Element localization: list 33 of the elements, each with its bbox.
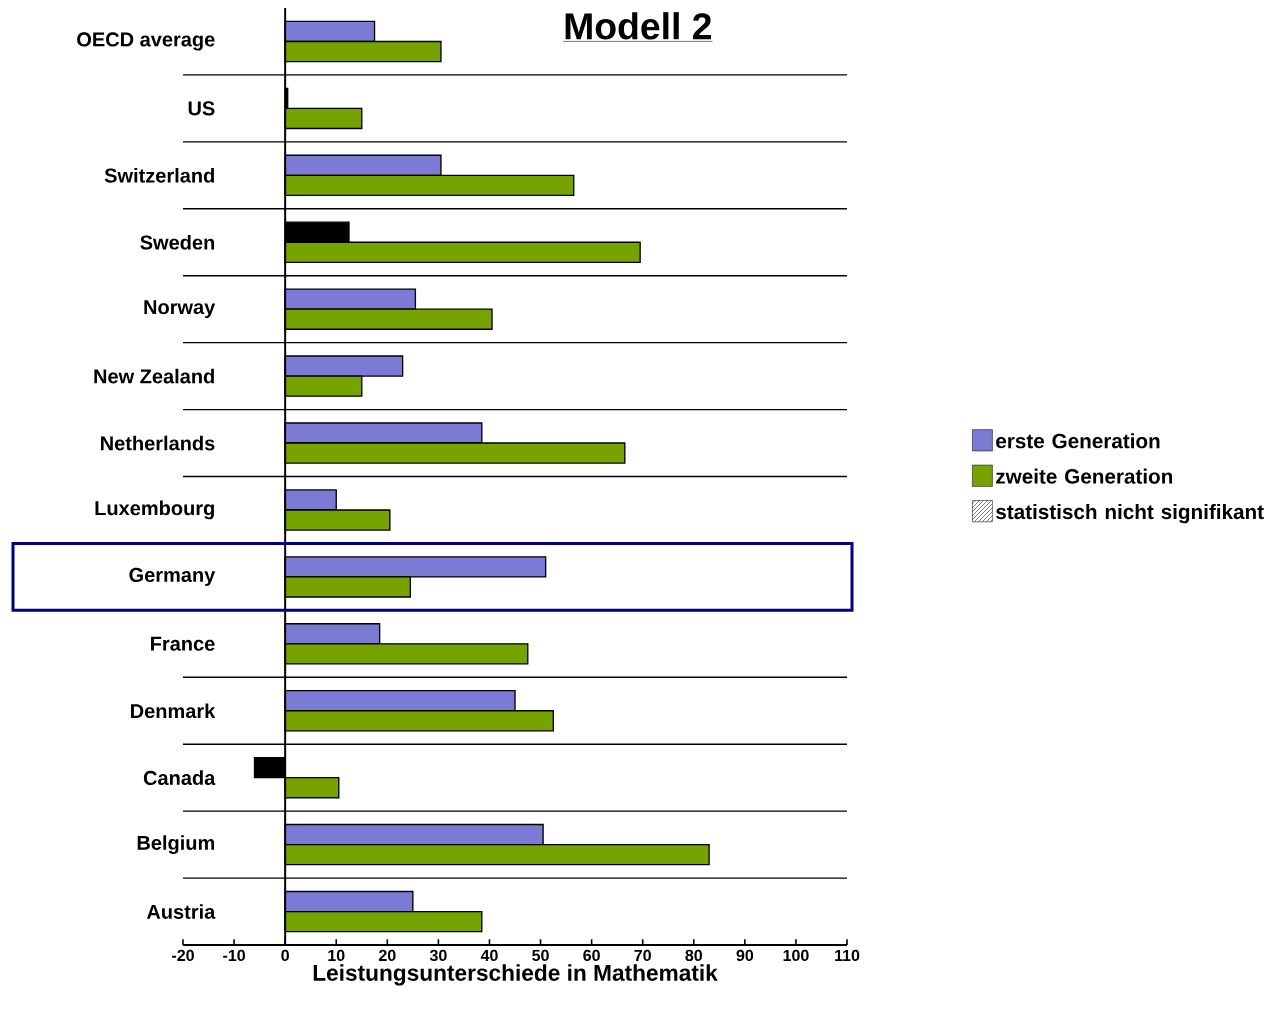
x-tick-label: -20 — [172, 949, 194, 962]
x-tick-label: 50 — [532, 949, 549, 962]
x-tick-label: 110 — [835, 949, 860, 962]
x-tick-label: 20 — [378, 949, 396, 962]
y-tick-label: US — [188, 101, 215, 116]
legend-label: statistisch nicht signifikant — [996, 504, 1264, 524]
x-tick-label: 100 — [783, 949, 809, 962]
x-tick-label: -10 — [223, 949, 245, 962]
y-tick-label: Netherlands — [101, 435, 215, 451]
y-tick-label: Austria — [146, 904, 216, 919]
x-tick-label: 0 — [281, 949, 289, 962]
y-tick-label: Norway — [144, 300, 216, 319]
y-tick-label: France — [151, 636, 215, 651]
y-tick-label: Luxembourg — [95, 500, 214, 520]
x-tick-label: 70 — [634, 949, 651, 962]
y-tick-label: Belgium — [137, 835, 215, 854]
x-tick-label: 30 — [429, 949, 447, 962]
legend-label: zweite Generation — [996, 468, 1173, 484]
y-tick-label: OECD average — [77, 32, 215, 51]
x-tick-label: 80 — [685, 949, 703, 962]
x-axis-title: Leistungsunterschiede in Mathematik — [313, 964, 718, 986]
y-tick-label: New Zealand — [94, 368, 214, 384]
y-tick-label: Germany — [129, 567, 216, 586]
y-tick-label: Canada — [143, 770, 216, 786]
y-tick-label: Denmark — [131, 703, 216, 719]
x-tick-label: 10 — [328, 949, 345, 962]
legend-label: erste Generation — [996, 433, 1160, 449]
y-tick-label: Sweden — [140, 234, 215, 250]
y-tick-label: Switzerland — [104, 167, 214, 183]
chart-title: Modell 2 — [565, 12, 712, 40]
x-tick-label: 90 — [736, 949, 754, 962]
x-tick-label: 40 — [480, 949, 498, 962]
x-tick-label: 60 — [583, 949, 600, 962]
